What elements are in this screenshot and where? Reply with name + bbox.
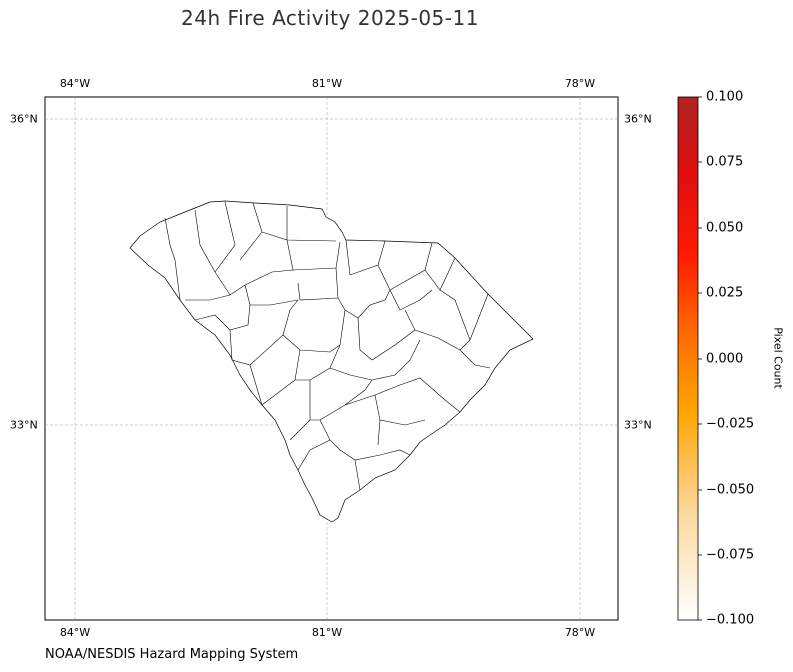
credit-text: NOAA/NESDIS Hazard Mapping System <box>45 647 299 662</box>
state-outline <box>129 200 534 523</box>
colorbar-tick-label: −0.100 <box>706 612 755 628</box>
lon-tick-top-78w: 78°W <box>564 77 596 90</box>
lat-tick-left-33n: 33°N <box>10 418 38 432</box>
lat-tick-left-36n: 36°N <box>10 112 38 126</box>
colorbar-bar <box>677 96 699 621</box>
lon-tick-top-84w: 84°W <box>59 77 91 90</box>
lat-tick-right-36n: 36°N <box>624 112 652 126</box>
colorbar-title: Pixel Count <box>771 327 785 389</box>
colorbar-tick-label: 0.050 <box>706 220 744 236</box>
map-title: 24h Fire Activity 2025-05-11 <box>181 6 479 30</box>
lon-tick-bottom-81w: 81°W <box>311 626 343 639</box>
colorbar-tick-label: 0.075 <box>706 154 744 170</box>
county-borders <box>164 201 491 491</box>
colorbar-tick-label: 0.000 <box>706 351 744 367</box>
colorbar-tick-label: −0.025 <box>706 416 755 432</box>
colorbar-tick-label: 0.025 <box>706 285 744 301</box>
south-carolina-map <box>129 200 534 523</box>
colorbar-tick-label: 0.100 <box>706 89 744 105</box>
lon-tick-bottom-78w: 78°W <box>564 626 596 639</box>
colorbar-ticks <box>698 96 702 621</box>
colorbar-tick-label: −0.075 <box>706 547 755 563</box>
colorbar-tick-label: −0.050 <box>706 482 755 498</box>
lat-tick-right-33n: 33°N <box>624 418 652 432</box>
lon-tick-top-81w: 81°W <box>311 77 343 90</box>
lon-tick-bottom-84w: 84°W <box>59 626 91 639</box>
